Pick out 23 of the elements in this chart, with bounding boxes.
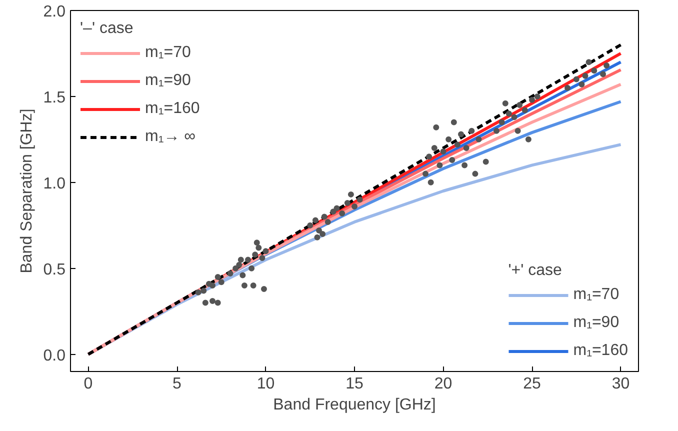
y-tick-label: 0.0	[43, 347, 66, 364]
x-tick-label: 30	[612, 376, 630, 392]
legend-label: m₁=90	[573, 314, 620, 332]
x-tick-label: 25	[523, 376, 541, 392]
legend-label: m₁=160	[573, 342, 628, 360]
legend-label: m₁=160	[145, 100, 200, 118]
y-axis-title: Band Separation [GHz]	[18, 108, 36, 274]
x-tick-label: 0	[84, 376, 93, 392]
text: '+' case	[508, 262, 562, 279]
x-tick-label: 10	[256, 376, 275, 392]
legend-label: m₁=90	[145, 72, 191, 90]
y-tick-label: 0.5	[43, 261, 66, 278]
y-tick-label: 1.0	[43, 175, 66, 192]
text: '–' case	[80, 20, 134, 37]
x-tick-label: 20	[434, 376, 452, 392]
legend-label: m₁=70	[145, 44, 191, 62]
legend-label: m₁→ ∞	[145, 128, 196, 146]
legend-label: m₁=70	[573, 286, 620, 304]
x-tick-label: 15	[346, 376, 364, 392]
y-tick-label: 1.5	[43, 89, 66, 106]
x-axis-title: Band Frequency [GHz]	[273, 396, 436, 414]
x-tick-label: 5	[172, 376, 182, 392]
y-tick-label: 2.0	[43, 4, 66, 20]
